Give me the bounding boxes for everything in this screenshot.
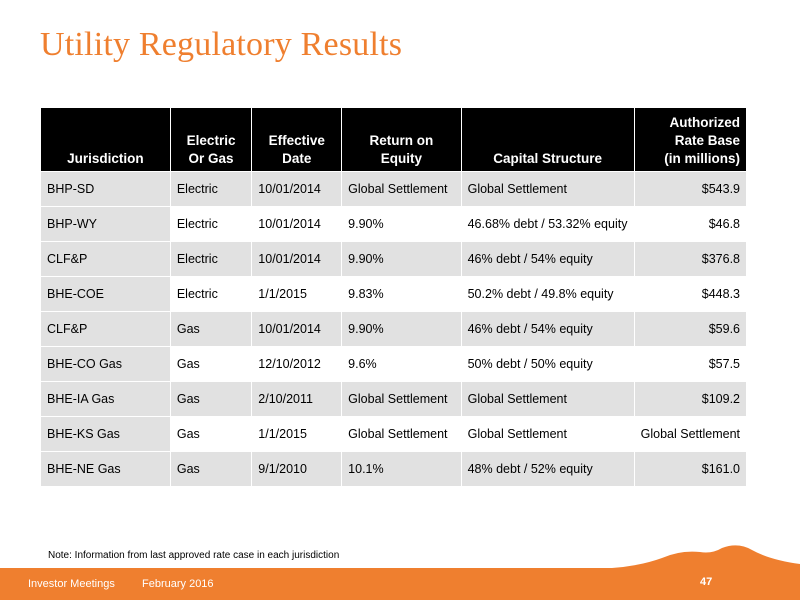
cell-roe: 10.1% <box>342 452 461 486</box>
cell-type: Gas <box>170 312 252 346</box>
cell-capital: 50.2% debt / 49.8% equity <box>461 277 634 311</box>
table-header-row: Jurisdiction Electric Or Gas Effective Dat… <box>41 108 746 171</box>
table-row: BHP-WY Electric 10/01/2014 9.90% 46.68% … <box>41 207 746 241</box>
footer-band <box>0 545 800 600</box>
cell-capital: 46% debt / 54% equity <box>461 242 634 276</box>
cell-date: 10/01/2014 <box>252 172 342 206</box>
cell-rate-base: $376.8 <box>634 242 746 276</box>
cell-jurisdiction: BHE-IA Gas <box>41 382 170 416</box>
cell-jurisdiction: BHP-SD <box>41 172 170 206</box>
page-number: 47 <box>700 576 713 588</box>
cell-capital: 46.68% debt / 53.32% equity <box>461 207 634 241</box>
cell-rate-base: $448.3 <box>634 277 746 311</box>
cell-rate-base: $161.0 <box>634 452 746 486</box>
table-row: CLF&P Electric 10/01/2014 9.90% 46% debt… <box>41 242 746 276</box>
cell-capital: 48% debt / 52% equity <box>461 452 634 486</box>
cell-capital: 46% debt / 54% equity <box>461 312 634 346</box>
cell-jurisdiction: CLF&P <box>41 312 170 346</box>
cell-capital: 50% debt / 50% equity <box>461 347 634 381</box>
cell-date: 1/1/2015 <box>252 417 342 451</box>
cell-capital: Global Settlement <box>461 417 634 451</box>
cell-roe: 9.90% <box>342 207 461 241</box>
cell-date: 9/1/2010 <box>252 452 342 486</box>
cell-jurisdiction: CLF&P <box>41 242 170 276</box>
header-capital-structure: Capital Structure <box>461 108 634 171</box>
table-row: BHE-NE Gas Gas 9/1/2010 10.1% 48% debt /… <box>41 452 746 486</box>
header-electric-or-gas: Electric Or Gas <box>170 108 252 171</box>
cell-type: Gas <box>170 382 252 416</box>
cell-roe: 9.90% <box>342 242 461 276</box>
cell-type: Gas <box>170 347 252 381</box>
cell-roe: Global Settlement <box>342 417 461 451</box>
cell-jurisdiction: BHE-COE <box>41 277 170 311</box>
table-row: BHE-IA Gas Gas 2/10/2011 Global Settleme… <box>41 382 746 416</box>
cell-date: 1/1/2015 <box>252 277 342 311</box>
cell-date: 10/01/2014 <box>252 242 342 276</box>
cell-capital: Global Settlement <box>461 172 634 206</box>
cell-date: 10/01/2014 <box>252 312 342 346</box>
cell-jurisdiction: BHE-KS Gas <box>41 417 170 451</box>
cell-roe: 9.83% <box>342 277 461 311</box>
table-row: BHE-COE Electric 1/1/2015 9.83% 50.2% de… <box>41 277 746 311</box>
table-row: BHE-KS Gas Gas 1/1/2015 Global Settlemen… <box>41 417 746 451</box>
cell-roe: Global Settlement <box>342 172 461 206</box>
header-return-on-equity: Return on Equity <box>342 108 461 171</box>
cell-type: Electric <box>170 207 252 241</box>
table-row: BHE-CO Gas Gas 12/10/2012 9.6% 50% debt … <box>41 347 746 381</box>
cell-type: Electric <box>170 172 252 206</box>
cell-type: Electric <box>170 242 252 276</box>
footer-event: Investor Meetings <box>28 578 115 590</box>
header-rate-base: Authorized Rate Base (in millions) <box>634 108 746 171</box>
footer-date: February 2016 <box>142 578 214 590</box>
footer-mountain-shape <box>0 545 800 600</box>
table-row: CLF&P Gas 10/01/2014 9.90% 46% debt / 54… <box>41 312 746 346</box>
cell-type: Electric <box>170 277 252 311</box>
cell-type: Gas <box>170 452 252 486</box>
cell-rate-base: $59.6 <box>634 312 746 346</box>
cell-roe: 9.6% <box>342 347 461 381</box>
header-jurisdiction: Jurisdiction <box>41 108 170 171</box>
cell-rate-base: $543.9 <box>634 172 746 206</box>
cell-rate-base: $57.5 <box>634 347 746 381</box>
header-effective-date: Effective Date <box>252 108 342 171</box>
table-row: BHP-SD Electric 10/01/2014 Global Settle… <box>41 172 746 206</box>
cell-jurisdiction: BHE-CO Gas <box>41 347 170 381</box>
cell-date: 2/10/2011 <box>252 382 342 416</box>
cell-jurisdiction: BHE-NE Gas <box>41 452 170 486</box>
cell-roe: 9.90% <box>342 312 461 346</box>
page-title: Utility Regulatory Results <box>40 26 403 63</box>
cell-date: 12/10/2012 <box>252 347 342 381</box>
cell-rate-base: Global Settlement <box>634 417 746 451</box>
cell-rate-base: $46.8 <box>634 207 746 241</box>
footnote: Note: Information from last approved rat… <box>48 550 340 561</box>
cell-type: Gas <box>170 417 252 451</box>
cell-capital: Global Settlement <box>461 382 634 416</box>
cell-roe: Global Settlement <box>342 382 461 416</box>
cell-jurisdiction: BHP-WY <box>41 207 170 241</box>
regulatory-results-table: Jurisdiction Electric Or Gas Effective Dat… <box>40 107 747 487</box>
cell-date: 10/01/2014 <box>252 207 342 241</box>
cell-rate-base: $109.2 <box>634 382 746 416</box>
